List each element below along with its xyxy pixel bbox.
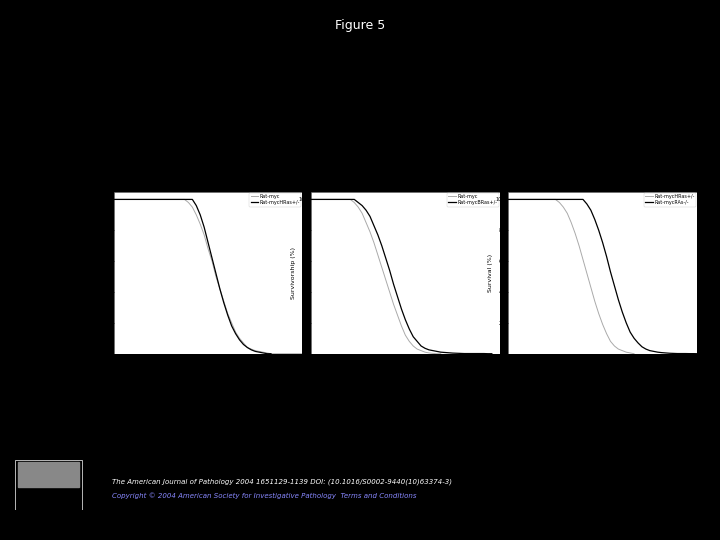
X-axis label: Age (days): Age (days) — [192, 369, 225, 374]
Y-axis label: Survivorship (%): Survivorship (%) — [291, 247, 296, 299]
Y-axis label: Survival (%): Survival (%) — [488, 254, 493, 292]
Text: Figure 5: Figure 5 — [335, 19, 385, 32]
Text: B: B — [289, 174, 299, 188]
Legend: Rat-mycHRas+/-, Rat-mycRAs-/-: Rat-mycHRas+/-, Rat-mycRAs-/- — [644, 193, 696, 207]
X-axis label: Age (days): Age (days) — [586, 369, 619, 374]
Text: Copyright © 2004 American Society for Investigative Pathology  Terms and Conditi: Copyright © 2004 American Society for In… — [112, 492, 416, 499]
Text: C: C — [486, 174, 496, 188]
Text: A: A — [91, 174, 102, 188]
X-axis label: Age (days): Age (days) — [389, 369, 422, 374]
Text: ELSEVIER: ELSEVIER — [32, 497, 66, 503]
Bar — [18, 462, 79, 487]
Legend: Rat-myc, Rat-mycBRas+/-: Rat-myc, Rat-mycBRas+/- — [447, 193, 499, 207]
Text: The American Journal of Pathology 2004 1651129-1139 DOI: (10.1016/S0002-9440(10): The American Journal of Pathology 2004 1… — [112, 478, 451, 484]
Y-axis label: Survival (%): Survival (%) — [94, 254, 99, 292]
Legend: Rat-myc, Rat-mycHRas+/-: Rat-myc, Rat-mycHRas+/- — [249, 193, 302, 207]
